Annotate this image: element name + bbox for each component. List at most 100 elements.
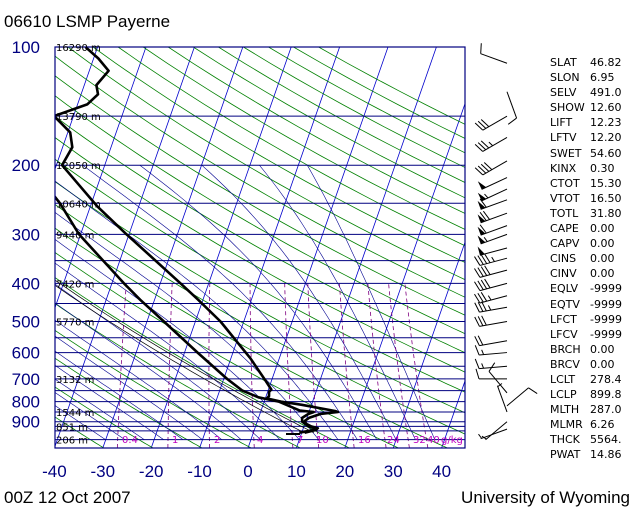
wind-barb: [477, 233, 508, 245]
dry-adiabat: [55, 158, 465, 393]
index-value: -9999: [590, 312, 622, 326]
height-label: 10640 m: [56, 199, 101, 210]
index-value: -9999: [590, 297, 622, 311]
wind-barb: [474, 301, 508, 313]
moist-adiabat: [55, 262, 281, 440]
pressure-tick-label: 300: [12, 225, 40, 244]
moist-adiabat: [259, 165, 416, 440]
wind-barb: [474, 253, 508, 266]
index-row: CAPV 0.00: [550, 236, 630, 251]
index-row: BRCH 0.00: [550, 342, 630, 357]
wind-barb: [477, 210, 508, 224]
pressure-tick-label: 600: [12, 344, 40, 363]
mixing-ratio-label: 7: [297, 435, 303, 446]
dry-adiabat: [55, 227, 448, 448]
index-name: LCLP: [550, 388, 577, 402]
index-value: 0.00: [590, 357, 615, 371]
index-name: THCK: [550, 433, 580, 447]
index-value: 46.82: [590, 56, 622, 69]
isotherm-line: [296, 47, 437, 448]
pressure-tick-label: 800: [12, 393, 40, 412]
index-value: 287.0: [590, 403, 622, 417]
mixing-ratio-line: [367, 283, 387, 448]
index-value: 0.00: [590, 252, 615, 266]
index-name: LFTV: [550, 131, 577, 145]
index-value: -9999: [590, 282, 622, 296]
index-value: 6.26: [590, 418, 615, 432]
index-value: 0.00: [590, 342, 615, 356]
mixing-ratio-line: [208, 283, 211, 448]
index-row: CINS 0.00: [550, 251, 630, 266]
moist-adiabat: [55, 364, 164, 440]
moist-adiabat: [55, 405, 106, 440]
moist-adiabat: [55, 378, 145, 440]
wind-barb: [474, 315, 508, 327]
index-name: SWET: [550, 146, 582, 160]
mixing-ratio-label: 40: [427, 435, 440, 446]
wind-barb: [474, 160, 508, 176]
mixing-ratio-label: 32: [413, 435, 426, 446]
mixing-ratio-line: [167, 283, 173, 448]
index-value: 491.0: [590, 86, 622, 100]
isotherm-line: [55, 47, 195, 448]
height-label: 9440 m: [56, 230, 94, 241]
index-name: CAPE: [550, 222, 579, 236]
parcel-curve: [55, 279, 314, 434]
index-row: PWAT 14.86: [550, 447, 630, 462]
index-name: EQTV: [550, 297, 580, 311]
dry-adiabat: [0, 47, 6, 448]
index-name: SHOW: [550, 101, 585, 115]
index-row: LCLP 899.8: [550, 387, 630, 402]
observation-time: 00Z 12 Oct 2007: [4, 488, 131, 507]
index-row: THCK 5564.: [550, 432, 630, 447]
isotherm-line: [392, 241, 465, 448]
index-value: 0.00: [590, 237, 615, 251]
wind-barb: [474, 292, 508, 304]
index-row: EQLV -9999: [550, 281, 630, 296]
index-name: BRCV: [550, 357, 580, 371]
isotherm-line: [55, 47, 147, 309]
index-value: 12.20: [590, 131, 622, 145]
index-row: LCLT 278.4: [550, 372, 630, 387]
index-value: 0.00: [590, 222, 615, 236]
temperature-tick-label: 10: [287, 462, 306, 481]
wind-barb: [474, 137, 508, 152]
dry-adiabat: [55, 137, 465, 373]
mixing-ratio-line: [404, 283, 429, 448]
index-row: LFTV 12.20: [550, 130, 630, 145]
height-label: 5770 m: [56, 317, 94, 328]
wind-barb: [477, 177, 508, 190]
height-label: 7420 m: [56, 279, 94, 290]
index-name: KINX: [550, 161, 577, 175]
wind-barb: [480, 43, 508, 64]
pressure-tick-label: 500: [12, 312, 40, 331]
index-value: 54.60: [590, 146, 622, 160]
pressure-tick-label: 900: [12, 413, 40, 432]
dry-adiabat: [55, 303, 301, 448]
height-label: 16290 m: [56, 43, 101, 54]
dry-adiabat: [55, 277, 350, 448]
mixing-ratio-label: 10: [316, 435, 329, 446]
wind-barb: [488, 362, 508, 394]
dry-adiabat: [55, 416, 105, 448]
index-name: CAPV: [550, 237, 580, 251]
moist-adiabat: [55, 392, 126, 440]
index-row: CINV 0.00: [550, 266, 630, 281]
index-name: TOTL: [550, 206, 579, 220]
index-row: EQTV -9999: [550, 297, 630, 312]
mixing-ratio-line: [388, 283, 410, 448]
dry-adiabat: [55, 55, 465, 298]
wind-barb: [477, 198, 508, 210]
data-source: University of Wyoming: [461, 488, 630, 507]
mixing-ratio-line: [116, 283, 127, 448]
index-value: 899.8: [590, 388, 622, 402]
dry-adiabat: [92, 47, 465, 263]
index-row: CAPE 0.00: [550, 221, 630, 236]
index-row: SLAT 46.82: [550, 55, 630, 70]
index-name: CTOT: [550, 176, 580, 190]
index-value: 6.95: [590, 71, 615, 85]
height-label: 206 m: [56, 436, 88, 447]
index-row: MLMR 6.26: [550, 417, 630, 432]
dry-adiabat: [55, 386, 154, 448]
